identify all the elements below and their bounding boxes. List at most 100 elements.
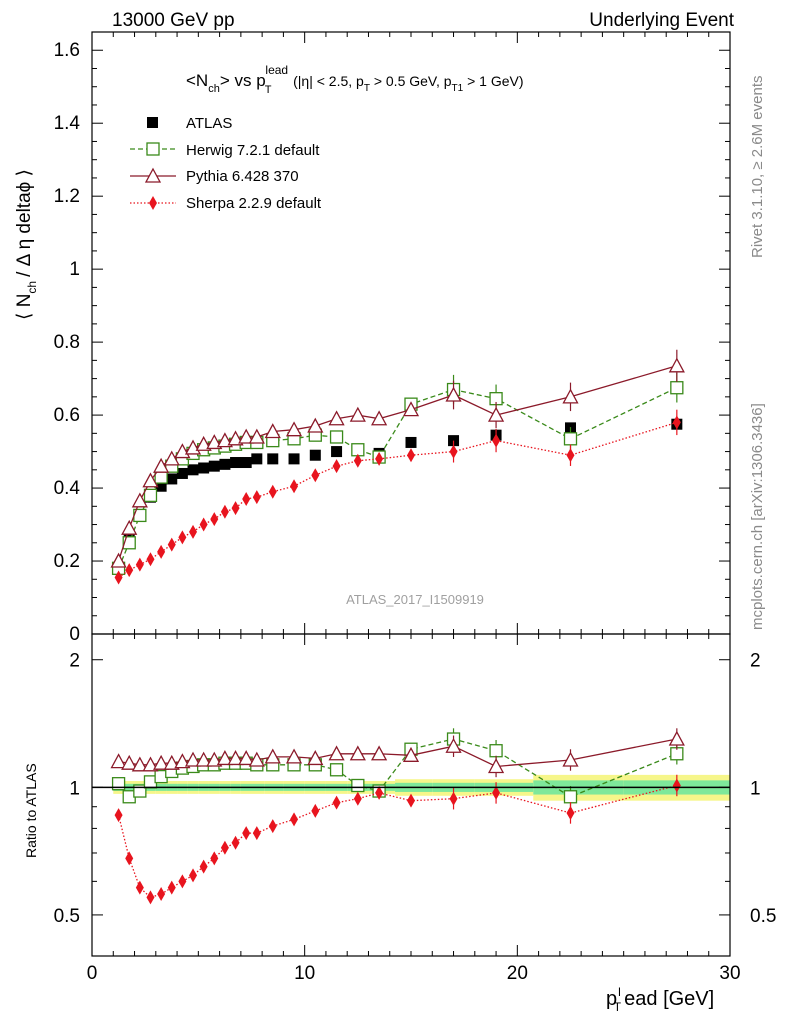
y-tick-label-main: 1.4 — [54, 113, 81, 134]
y-tick-label-ratio: 0.5 — [54, 906, 80, 927]
ratio-point-pythia — [174, 753, 191, 769]
ratio-point-pythia — [184, 751, 202, 767]
point-pythia — [110, 552, 127, 568]
legend-marker-sherpa — [149, 196, 157, 210]
y-tick-label-main: 0 — [69, 624, 80, 645]
point-atlas — [187, 464, 199, 476]
mcplots-label: mcplots.cern.ch [arXiv:1306.3436] — [749, 403, 766, 630]
ratio-point-sherpa — [566, 805, 575, 820]
ratio-point-sherpa — [492, 785, 501, 800]
ratio-point-herwig — [563, 790, 578, 804]
ratio-point-pythia — [227, 750, 244, 766]
ratio-point-pythia — [349, 745, 366, 761]
series-layer — [110, 349, 685, 905]
line-sherpa-ratio — [117, 784, 677, 899]
ratio-point-sherpa — [167, 880, 176, 895]
point-sherpa — [157, 544, 166, 559]
point-sherpa — [167, 537, 176, 552]
series-atlas — [113, 418, 683, 574]
point-pythia — [371, 410, 388, 426]
ratio-point-sherpa — [268, 819, 277, 834]
y-tick-label-ratio: 1 — [69, 778, 80, 799]
point-pythia — [349, 406, 366, 422]
ratio-point-sherpa — [199, 859, 208, 874]
point-sherpa — [332, 459, 341, 474]
point-pythia — [131, 492, 148, 508]
y-axis-label-main: ⟨ Nch/ Δ η deltaϕ ⟩ — [14, 169, 39, 320]
point-pythia — [285, 421, 303, 437]
point-sherpa — [114, 570, 123, 585]
analysis-id: ATLAS_2017_I1509919 — [346, 592, 484, 607]
legend-label-sherpa: Sherpa 2.2.9 default — [186, 195, 322, 212]
point-pythia — [153, 457, 170, 473]
point-sherpa — [375, 451, 384, 466]
point-atlas — [166, 473, 178, 485]
y-tick-label-ratio-right: 1 — [750, 778, 761, 799]
point-sherpa — [189, 524, 198, 539]
ratio-point-pythia — [121, 754, 138, 770]
ratio-point-pythia — [668, 730, 685, 746]
y-tick-label-main: 0.6 — [54, 405, 80, 426]
ratio-point-pythia — [445, 737, 462, 753]
ratio-point-pythia — [142, 756, 159, 772]
point-herwig — [143, 488, 158, 503]
y-tick-label-ratio: 2 — [69, 651, 80, 672]
ratio-point-pythia — [487, 758, 505, 774]
ratio-point-sherpa — [332, 795, 341, 810]
ratio-point-pythia — [153, 754, 170, 770]
point-sherpa — [231, 501, 240, 516]
point-atlas — [288, 453, 300, 465]
ratio-point-pythia — [264, 748, 281, 764]
point-sherpa — [407, 448, 415, 463]
ratio-point-sherpa — [231, 835, 240, 850]
ratio-point-pythia — [402, 746, 420, 762]
ratio-point-sherpa — [407, 793, 415, 808]
point-atlas — [208, 460, 220, 472]
x-tick-label: 0 — [87, 963, 98, 984]
point-pythia — [487, 406, 505, 422]
point-sherpa — [252, 490, 261, 505]
point-sherpa — [220, 504, 229, 519]
point-pythia — [264, 423, 281, 439]
point-sherpa — [449, 444, 458, 459]
point-atlas — [155, 480, 167, 492]
point-herwig — [329, 430, 344, 444]
point-sherpa — [199, 517, 208, 532]
legend-label-herwig: Herwig 7.2.1 default — [186, 142, 320, 159]
point-sherpa — [268, 484, 277, 499]
ratio-point-pythia — [562, 751, 579, 767]
y-axis-label-ratio: Ratio to ATLAS — [23, 763, 39, 858]
ratio-point-pythia — [195, 751, 212, 767]
ratio-point-sherpa — [242, 826, 251, 841]
point-pythia — [668, 357, 685, 373]
point-pythia — [195, 435, 212, 451]
line-herwig-main — [117, 387, 678, 569]
point-atlas — [230, 457, 242, 469]
y-tick-label-main: 0.2 — [54, 551, 80, 572]
y-tick-label-ratio-right: 2 — [750, 651, 761, 672]
point-herwig — [563, 432, 578, 446]
x-tick-label: 20 — [507, 963, 528, 984]
x-tick-label: 10 — [294, 963, 315, 984]
y-tick-label-main: 0.4 — [54, 478, 81, 499]
point-atlas — [331, 446, 343, 458]
point-atlas — [198, 462, 210, 474]
ratio-point-sherpa — [178, 874, 187, 889]
point-pythia — [562, 388, 579, 404]
ratio-point-sherpa — [311, 803, 320, 818]
ratio-point-pythia — [110, 753, 127, 769]
point-pythia — [402, 401, 420, 417]
point-sherpa — [210, 512, 219, 527]
point-pythia — [142, 472, 159, 488]
ratio-point-pythia — [163, 754, 180, 770]
ratio-point-sherpa — [125, 851, 134, 866]
plot-title: <Nch> vs pTlead(|η| < 2.5, pT > 0.5 GeV,… — [186, 63, 524, 96]
ratio-point-sherpa — [353, 791, 362, 806]
point-pythia — [307, 417, 324, 433]
y-tick-label-main: 1.2 — [54, 186, 80, 207]
point-pythia — [227, 430, 244, 446]
ratio-point-sherpa — [449, 791, 458, 806]
legend: ATLAS Herwig 7.2.1 default Pythia 6.428 … — [130, 115, 322, 212]
